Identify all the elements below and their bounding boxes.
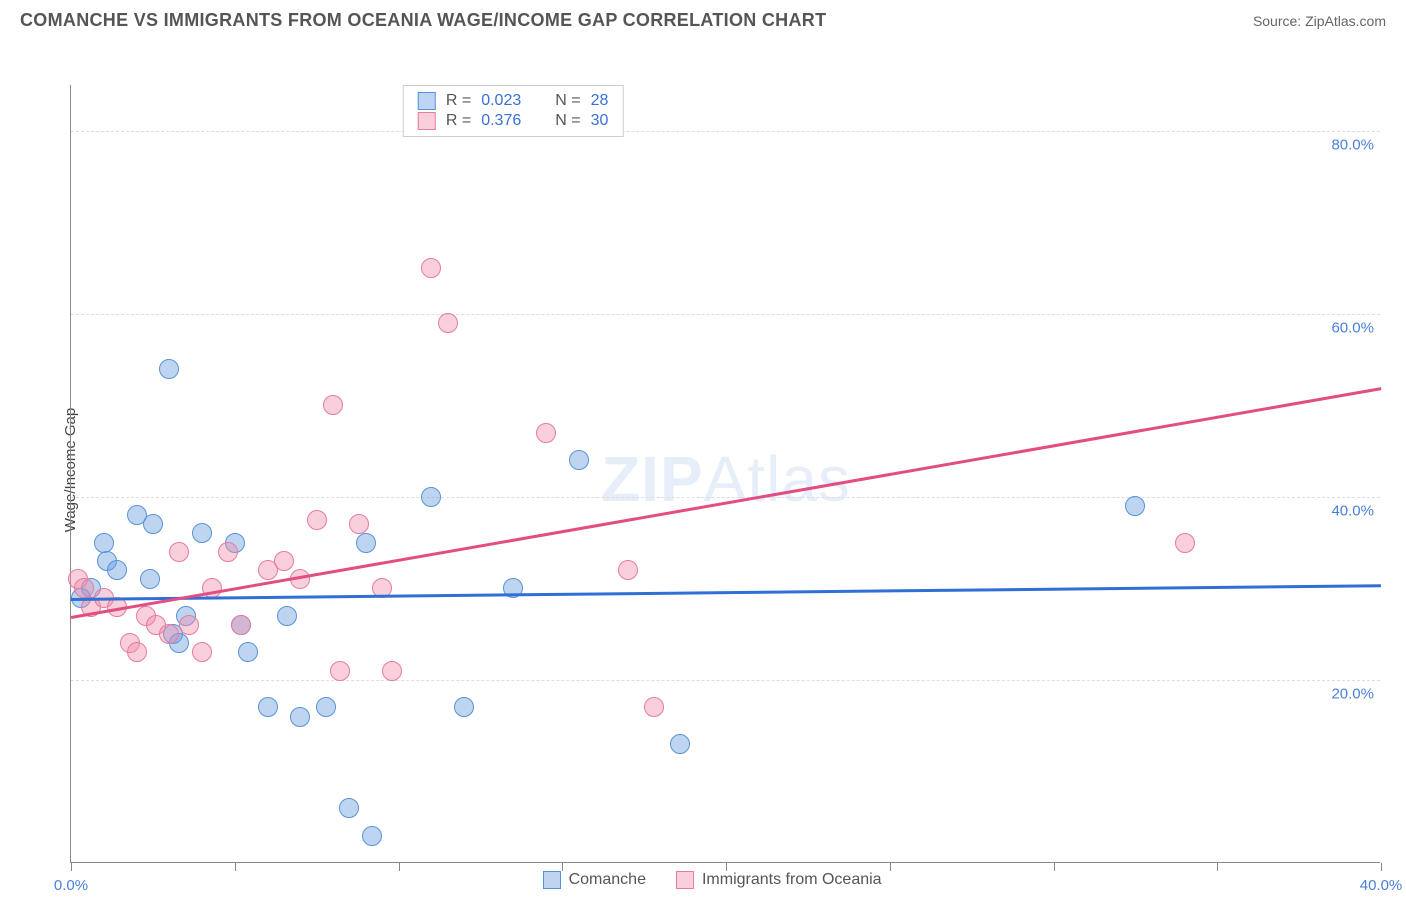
data-point xyxy=(192,642,212,662)
data-point xyxy=(274,551,294,571)
x-tick-mark xyxy=(562,863,563,871)
data-point xyxy=(356,533,376,553)
x-tick-label: 0.0% xyxy=(54,877,88,894)
trend-line xyxy=(71,584,1381,600)
data-point xyxy=(238,642,258,662)
plot-area: ZIPAtlas 20.0%40.0%60.0%80.0%0.0%40.0%R … xyxy=(70,85,1380,863)
data-point xyxy=(362,826,382,846)
legend-swatch xyxy=(418,112,436,130)
data-point xyxy=(330,661,350,681)
legend-swatch xyxy=(676,871,694,889)
data-point xyxy=(159,624,179,644)
y-tick-label: 80.0% xyxy=(1331,136,1374,153)
gridline xyxy=(71,314,1380,315)
data-point xyxy=(143,514,163,534)
data-point xyxy=(421,258,441,278)
chart-header: COMANCHE VS IMMIGRANTS FROM OCEANIA WAGE… xyxy=(0,0,1406,37)
data-point xyxy=(159,359,179,379)
trend-line xyxy=(71,387,1381,618)
data-point xyxy=(382,661,402,681)
data-point xyxy=(323,395,343,415)
data-point xyxy=(536,423,556,443)
data-point xyxy=(349,514,369,534)
data-point xyxy=(644,697,664,717)
data-point xyxy=(258,697,278,717)
data-point xyxy=(1175,533,1195,553)
x-tick-mark xyxy=(726,863,727,871)
data-point xyxy=(1125,496,1145,516)
data-point xyxy=(618,560,638,580)
x-tick-mark xyxy=(399,863,400,871)
legend-item: Immigrants from Oceania xyxy=(676,871,882,889)
legend-label: Immigrants from Oceania xyxy=(702,871,882,889)
data-point xyxy=(218,542,238,562)
legend-label: Comanche xyxy=(569,871,646,889)
y-tick-label: 60.0% xyxy=(1331,319,1374,336)
data-point xyxy=(316,697,336,717)
data-point xyxy=(339,798,359,818)
gridline xyxy=(71,497,1380,498)
data-point xyxy=(94,533,114,553)
legend-swatch xyxy=(418,92,436,110)
stats-row: R =0.376N =30 xyxy=(418,111,609,131)
data-point xyxy=(127,642,147,662)
x-tick-mark xyxy=(235,863,236,871)
stats-row: R =0.023N =28 xyxy=(418,91,609,111)
data-point xyxy=(231,615,251,635)
watermark: ZIPAtlas xyxy=(601,442,851,516)
data-point xyxy=(107,560,127,580)
y-tick-label: 20.0% xyxy=(1331,685,1374,702)
data-point xyxy=(670,734,690,754)
data-point xyxy=(277,606,297,626)
data-point xyxy=(454,697,474,717)
data-point xyxy=(202,578,222,598)
data-point xyxy=(192,523,212,543)
data-point xyxy=(179,615,199,635)
gridline xyxy=(71,680,1380,681)
series-legend: Comanche Immigrants from Oceania xyxy=(543,871,882,889)
x-tick-mark xyxy=(890,863,891,871)
data-point xyxy=(290,707,310,727)
x-tick-mark xyxy=(71,863,72,871)
legend-swatch xyxy=(543,871,561,889)
x-tick-mark xyxy=(1381,863,1382,871)
source-label: Source: ZipAtlas.com xyxy=(1253,13,1386,29)
x-tick-label: 40.0% xyxy=(1360,877,1403,894)
gridline xyxy=(71,131,1380,132)
x-tick-mark xyxy=(1217,863,1218,871)
data-point xyxy=(74,578,94,598)
data-point xyxy=(569,450,589,470)
chart-container: Wage/Income Gap ZIPAtlas 20.0%40.0%60.0%… xyxy=(20,37,1396,903)
data-point xyxy=(169,542,189,562)
data-point xyxy=(438,313,458,333)
data-point xyxy=(421,487,441,507)
legend-item: Comanche xyxy=(543,871,646,889)
stats-legend: R =0.023N =28R =0.376N =30 xyxy=(403,85,624,137)
data-point xyxy=(307,510,327,530)
x-tick-mark xyxy=(1054,863,1055,871)
data-point xyxy=(140,569,160,589)
chart-title: COMANCHE VS IMMIGRANTS FROM OCEANIA WAGE… xyxy=(20,10,826,31)
y-tick-label: 40.0% xyxy=(1331,502,1374,519)
